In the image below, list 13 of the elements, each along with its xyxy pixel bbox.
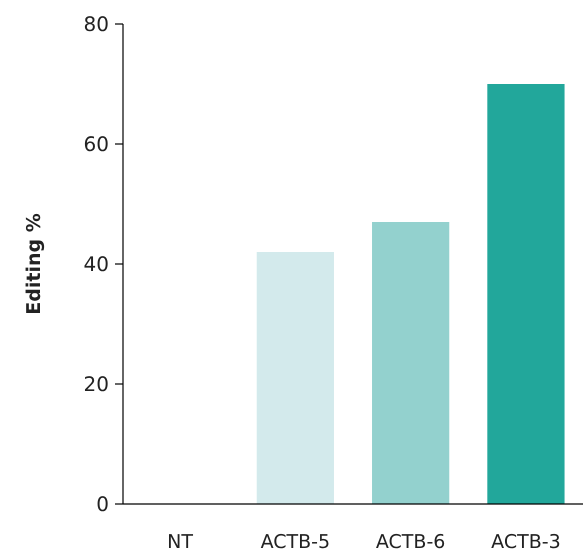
bar <box>487 84 565 504</box>
x-tick-label: ACTB-6 <box>376 531 446 553</box>
bar <box>256 252 334 504</box>
y-tick-label: 80 <box>84 12 109 36</box>
x-tick-label: ACTB-5 <box>260 531 330 553</box>
x-tick-label: NT <box>167 531 194 553</box>
y-axis-title: Editing % <box>23 213 45 315</box>
x-tick-label: ACTB-3 <box>491 531 561 553</box>
y-tick-label: 0 <box>96 492 109 516</box>
y-tick-label: 20 <box>84 372 109 396</box>
y-tick-label: 40 <box>84 252 109 276</box>
bar <box>372 222 450 504</box>
y-tick-label: 60 <box>84 132 109 156</box>
